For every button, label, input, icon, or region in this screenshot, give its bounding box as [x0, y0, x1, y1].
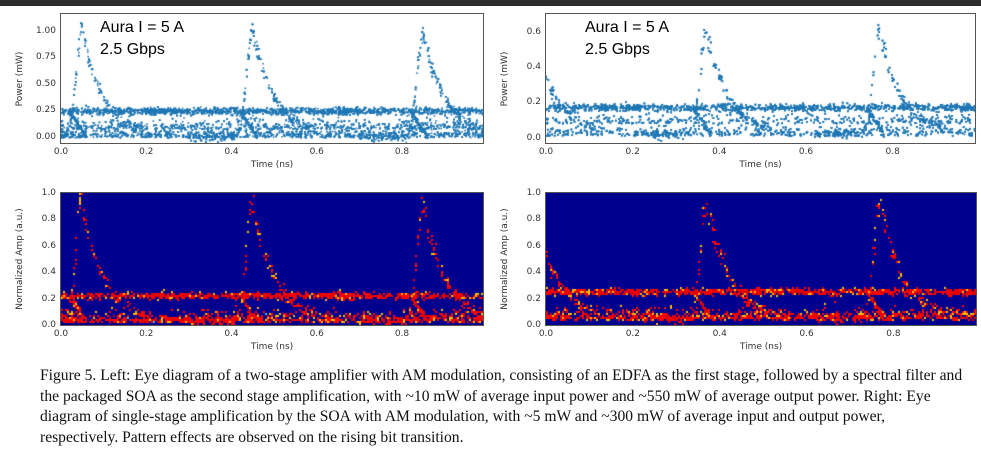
x-axis-label: Time (ns): [739, 342, 783, 352]
x-tick-label: 0.6: [799, 329, 814, 339]
y-tick-label: 0.8: [41, 214, 56, 225]
window-top-bar: [0, 0, 981, 6]
top-left-scatter-marks: [61, 14, 483, 143]
y-axis-label: Normalized Amp (a.u.): [15, 208, 25, 310]
y-tick-label: 0.6: [526, 26, 541, 37]
x-tick-label: 0.2: [625, 329, 641, 339]
y-tick-label: 0.00: [35, 131, 56, 142]
x-axis-label: Time (ns): [739, 160, 782, 170]
x-tick-label: 0.4: [712, 147, 727, 157]
y-tick-label: 0.2: [526, 293, 541, 304]
y-tick-label: 0.6: [526, 240, 541, 251]
y-tick-label: 0.2: [41, 293, 56, 304]
y-tick-label: 0.0: [526, 132, 541, 143]
bottom-left-heatmap-marks: [61, 193, 483, 325]
y-tick-label: 0.0: [526, 320, 541, 330]
x-tick-label: 0.6: [309, 147, 324, 157]
x-tick-label: 0.8: [394, 147, 410, 157]
x-tick-label: 0.6: [798, 147, 814, 157]
x-tick-label: 0.4: [224, 329, 239, 339]
x-tick-label: 0.2: [139, 147, 154, 157]
x-tick-label: 0.6: [309, 329, 324, 339]
top-left-plot-area: [60, 13, 484, 144]
x-tick-label: 0.2: [625, 147, 640, 157]
x-tick-label: 0.2: [139, 329, 154, 339]
bottom-right-plot-area: [545, 192, 977, 326]
figure-caption: Figure 5. Left: Eye diagram of a two-sta…: [40, 367, 963, 446]
x-tick-label: 0.8: [885, 147, 900, 157]
x-tick-label: 0.8: [886, 329, 901, 339]
y-tick-label: 0.4: [41, 267, 56, 278]
top-right-plot-area: [545, 13, 976, 144]
x-axis-label: Time (ns): [250, 160, 294, 170]
annotation-line: 2.5 Gbps: [585, 41, 650, 58]
y-tick-label: 0.2: [526, 97, 541, 108]
plot-annotation: Aura I = 5 A 2.5 Gbps: [585, 17, 669, 61]
y-tick-label: 0.75: [35, 52, 56, 63]
bottom-right-heatmap-marks: [546, 193, 976, 325]
y-tick-label: 0.4: [526, 62, 541, 72]
x-tick-label: 0.0: [53, 329, 69, 339]
x-tick-label: 0.0: [538, 147, 554, 157]
x-axis-label: Time (ns): [250, 342, 294, 352]
y-tick-label: 0.8: [526, 214, 541, 225]
y-tick-label: 1.0: [526, 188, 541, 198]
x-tick-label: 0.8: [394, 329, 410, 339]
x-tick-label: 0.4: [224, 147, 239, 157]
x-tick-label: 0.4: [712, 329, 727, 339]
y-tick-label: 0.50: [35, 78, 56, 89]
y-tick-label: 1.0: [41, 188, 56, 198]
y-tick-label: 0.25: [35, 105, 56, 116]
plot-annotation: Aura I = 5 A 2.5 Gbps: [100, 17, 184, 61]
annotation-line: 2.5 Gbps: [100, 41, 165, 58]
y-axis-label: Power (mW): [500, 51, 510, 106]
bottom-left-plot-area: [60, 192, 484, 326]
y-tick-label: 0.4: [526, 267, 541, 278]
annotation-line: Aura I = 5 A: [100, 19, 185, 36]
x-tick-label: 0.0: [538, 329, 554, 339]
y-tick-label: 1.00: [35, 25, 56, 36]
x-tick-label: 0.0: [53, 147, 69, 157]
top-right-scatter-marks: [546, 14, 975, 143]
y-tick-label: 0.6: [41, 240, 56, 251]
y-axis-label: Power (mW): [15, 51, 25, 106]
y-tick-label: 0.0: [41, 320, 56, 330]
y-axis-label: Normalized Amp (a.u.): [500, 208, 510, 310]
annotation-line: Aura I = 5 A: [585, 19, 670, 36]
